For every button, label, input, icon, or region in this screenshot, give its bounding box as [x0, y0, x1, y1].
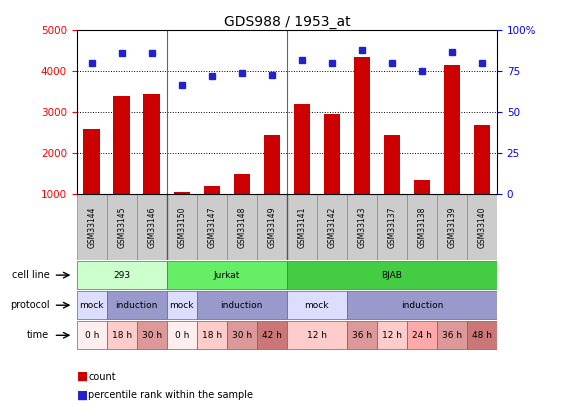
FancyBboxPatch shape: [227, 194, 257, 260]
FancyBboxPatch shape: [77, 322, 107, 349]
Text: 36 h: 36 h: [352, 331, 372, 340]
Text: 12 h: 12 h: [307, 331, 327, 340]
FancyBboxPatch shape: [467, 194, 497, 260]
FancyBboxPatch shape: [137, 194, 167, 260]
Text: cell line: cell line: [11, 270, 49, 280]
Text: 18 h: 18 h: [112, 331, 132, 340]
Text: percentile rank within the sample: percentile rank within the sample: [88, 390, 253, 400]
Text: GSM33145: GSM33145: [117, 207, 126, 248]
FancyBboxPatch shape: [197, 291, 287, 319]
Bar: [173, 192, 190, 194]
FancyBboxPatch shape: [467, 322, 497, 349]
Title: GDS988 / 1953_at: GDS988 / 1953_at: [224, 15, 350, 29]
Text: 293: 293: [113, 271, 130, 279]
Text: GSM33142: GSM33142: [327, 207, 336, 248]
Text: induction: induction: [115, 301, 158, 310]
FancyBboxPatch shape: [77, 261, 167, 289]
Text: 30 h: 30 h: [141, 331, 162, 340]
Bar: [414, 180, 430, 194]
Text: 24 h: 24 h: [412, 331, 432, 340]
Text: GSM33137: GSM33137: [387, 207, 396, 248]
Text: GSM33148: GSM33148: [237, 207, 247, 248]
FancyBboxPatch shape: [287, 194, 317, 260]
FancyBboxPatch shape: [167, 322, 197, 349]
Text: GSM33146: GSM33146: [147, 207, 156, 248]
Text: time: time: [27, 330, 49, 340]
FancyBboxPatch shape: [107, 322, 137, 349]
FancyBboxPatch shape: [377, 194, 407, 260]
Text: 48 h: 48 h: [472, 331, 492, 340]
Text: 0 h: 0 h: [85, 331, 99, 340]
Bar: [264, 135, 280, 194]
FancyBboxPatch shape: [437, 322, 467, 349]
Text: GSM33138: GSM33138: [417, 207, 427, 248]
FancyBboxPatch shape: [257, 194, 287, 260]
FancyBboxPatch shape: [257, 322, 287, 349]
Bar: [354, 57, 370, 194]
FancyBboxPatch shape: [287, 291, 347, 319]
FancyBboxPatch shape: [287, 261, 497, 289]
Bar: [383, 135, 400, 194]
Text: ■: ■: [77, 388, 88, 401]
Bar: [144, 94, 160, 194]
Text: GSM33144: GSM33144: [87, 207, 96, 248]
Text: 18 h: 18 h: [202, 331, 222, 340]
Text: 12 h: 12 h: [382, 331, 402, 340]
Text: protocol: protocol: [10, 300, 49, 310]
Bar: [294, 104, 310, 194]
Bar: [324, 115, 340, 194]
FancyBboxPatch shape: [407, 322, 437, 349]
Text: 36 h: 36 h: [442, 331, 462, 340]
FancyBboxPatch shape: [437, 194, 467, 260]
Text: Jurkat: Jurkat: [214, 271, 240, 279]
FancyBboxPatch shape: [107, 194, 137, 260]
FancyBboxPatch shape: [77, 194, 107, 260]
Text: GSM33140: GSM33140: [478, 207, 486, 248]
FancyBboxPatch shape: [317, 194, 347, 260]
FancyBboxPatch shape: [347, 194, 377, 260]
Text: 0 h: 0 h: [174, 331, 189, 340]
Text: ■: ■: [77, 370, 88, 383]
Bar: [83, 129, 100, 194]
FancyBboxPatch shape: [167, 291, 197, 319]
FancyBboxPatch shape: [167, 194, 197, 260]
FancyBboxPatch shape: [167, 261, 287, 289]
FancyBboxPatch shape: [227, 322, 257, 349]
FancyBboxPatch shape: [377, 322, 407, 349]
Bar: [474, 125, 490, 194]
Text: GSM33149: GSM33149: [268, 207, 276, 248]
FancyBboxPatch shape: [347, 322, 377, 349]
Text: GSM33141: GSM33141: [298, 207, 306, 248]
FancyBboxPatch shape: [407, 194, 437, 260]
Text: GSM33147: GSM33147: [207, 207, 216, 248]
Text: 30 h: 30 h: [232, 331, 252, 340]
Bar: [233, 174, 250, 194]
Bar: [444, 65, 460, 194]
FancyBboxPatch shape: [197, 322, 227, 349]
FancyBboxPatch shape: [347, 291, 497, 319]
Text: mock: mock: [169, 301, 194, 310]
Bar: [203, 186, 220, 194]
FancyBboxPatch shape: [137, 322, 167, 349]
Text: 42 h: 42 h: [262, 331, 282, 340]
Text: GSM33150: GSM33150: [177, 207, 186, 248]
FancyBboxPatch shape: [197, 194, 227, 260]
Text: mock: mock: [304, 301, 329, 310]
Text: GSM33139: GSM33139: [448, 207, 457, 248]
Text: induction: induction: [220, 301, 263, 310]
Text: GSM33143: GSM33143: [357, 207, 366, 248]
Text: mock: mock: [80, 301, 104, 310]
Text: induction: induction: [401, 301, 443, 310]
FancyBboxPatch shape: [107, 291, 167, 319]
Bar: [114, 96, 130, 194]
Text: count: count: [88, 372, 116, 382]
FancyBboxPatch shape: [287, 322, 347, 349]
FancyBboxPatch shape: [77, 291, 107, 319]
Text: BJAB: BJAB: [382, 271, 402, 279]
